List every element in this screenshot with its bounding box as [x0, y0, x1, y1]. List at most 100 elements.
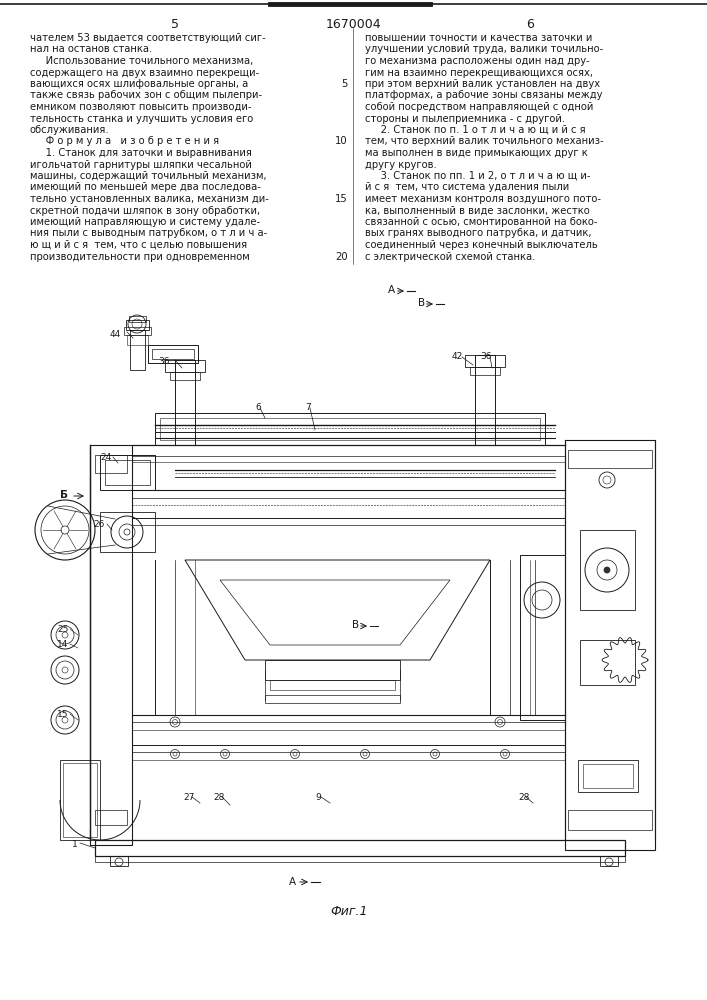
Bar: [152, 349, 194, 359]
Bar: [578, 760, 638, 792]
Text: тельно установленных валика, механизм ди-: тельно установленных валика, механизм ди…: [30, 194, 269, 204]
Bar: [475, 355, 495, 445]
Bar: [95, 810, 127, 825]
Text: 42: 42: [452, 352, 463, 361]
Text: 24: 24: [100, 453, 111, 462]
Text: Ф о р м у л а   и з о б р е т е н и я: Ф о р м у л а и з о б р е т е н и я: [30, 136, 219, 146]
Text: ка, выполненный в виде заслонки, жестко: ка, выполненный в виде заслонки, жестко: [365, 206, 590, 216]
Text: при этом верхний валик установлен на двух: при этом верхний валик установлен на дву…: [365, 79, 600, 89]
Bar: [95, 455, 127, 473]
Bar: [90, 445, 132, 845]
Bar: [580, 640, 635, 685]
Text: 3. Станок по пп. 1 и 2, о т л и ч а ю щ и-: 3. Станок по пп. 1 и 2, о т л и ч а ю щ …: [365, 171, 590, 181]
Text: А: А: [388, 285, 395, 295]
Text: й с я  тем, что система удаления пыли: й с я тем, что система удаления пыли: [365, 182, 569, 192]
Bar: [265, 695, 400, 703]
Text: 44: 44: [110, 330, 121, 339]
Text: производительности при одновременном: производительности при одновременном: [30, 251, 250, 261]
Text: связанной с осью, смонтированной на боко-: связанной с осью, смонтированной на боко…: [365, 217, 597, 227]
Text: 14: 14: [57, 640, 69, 649]
Text: нал на останов станка.: нал на останов станка.: [30, 44, 152, 54]
Bar: [95, 856, 625, 862]
Text: машины, содержащий точильный механизм,: машины, содержащий точильный механизм,: [30, 171, 267, 181]
Text: 6: 6: [526, 18, 534, 31]
Text: стороны и пылеприемника - с другой.: стороны и пылеприемника - с другой.: [365, 113, 565, 123]
Bar: [565, 440, 655, 850]
Text: содержащего на двух взаимно перекрещи-: содержащего на двух взаимно перекрещи-: [30, 68, 259, 78]
Text: В: В: [352, 620, 359, 630]
Text: Использование точильного механизма,: Использование точильного механизма,: [30, 56, 253, 66]
Text: 9: 9: [315, 793, 321, 802]
Text: собой посредством направляющей с одной: собой посредством направляющей с одной: [365, 102, 593, 112]
Bar: [155, 413, 545, 445]
Text: 25: 25: [57, 625, 69, 634]
Bar: [583, 764, 633, 788]
Text: Б: Б: [60, 490, 68, 500]
Text: игольчатой гарнитуры шляпки чесальной: игольчатой гарнитуры шляпки чесальной: [30, 159, 252, 169]
Text: ю щ и й с я  тем, что с целью повышения: ю щ и й с я тем, что с целью повышения: [30, 240, 247, 250]
Text: имеющий направляющую и систему удале-: имеющий направляющую и систему удале-: [30, 217, 260, 227]
Bar: [100, 455, 155, 490]
Text: 6: 6: [255, 403, 261, 412]
Text: ния пыли с выводным патрубком, о т л и ч а-: ния пыли с выводным патрубком, о т л и ч…: [30, 229, 267, 238]
Text: 1: 1: [72, 840, 78, 849]
Text: другу кругов.: другу кругов.: [365, 159, 437, 169]
Bar: [126, 320, 149, 330]
Text: 20: 20: [335, 251, 348, 261]
Text: повышении точности и качества заточки и: повышении точности и качества заточки и: [365, 33, 592, 43]
Bar: [568, 810, 652, 830]
Text: чателем 53 выдается соответствующий сиг-: чателем 53 выдается соответствующий сиг-: [30, 33, 266, 43]
Text: 1670004: 1670004: [325, 18, 381, 31]
Text: 36: 36: [480, 352, 491, 361]
Text: имеющий по меньшей мере два последова-: имеющий по меньшей мере два последова-: [30, 182, 261, 192]
Text: 1. Станок для заточки и выравнивания: 1. Станок для заточки и выравнивания: [30, 148, 252, 158]
Text: Фиг.1: Фиг.1: [330, 905, 368, 918]
Bar: [130, 330, 145, 370]
Bar: [127, 335, 148, 345]
Text: с электрической схемой станка.: с электрической схемой станка.: [365, 251, 535, 261]
Bar: [160, 418, 540, 440]
Text: 28: 28: [518, 793, 530, 802]
Bar: [129, 316, 146, 322]
Bar: [100, 512, 155, 552]
Text: емником позволяют повысить производи-: емником позволяют повысить производи-: [30, 102, 252, 112]
Text: 5: 5: [341, 79, 348, 89]
Text: 27: 27: [183, 793, 194, 802]
Bar: [124, 327, 151, 335]
Text: также связь рабочих зон с общим пылепри-: также связь рабочих зон с общим пылепри-: [30, 91, 262, 101]
Bar: [60, 760, 100, 840]
Text: вых гранях выводного патрубка, и датчик,: вых гранях выводного патрубка, и датчик,: [365, 229, 592, 238]
Text: улучшении условий труда, валики точильно-: улучшении условий труда, валики точильно…: [365, 44, 603, 54]
Text: скретной подачи шляпок в зону обработки,: скретной подачи шляпок в зону обработки,: [30, 206, 260, 216]
Bar: [175, 360, 195, 445]
Bar: [580, 530, 635, 610]
Bar: [170, 372, 200, 380]
Text: 5: 5: [171, 18, 179, 31]
Text: В: В: [418, 298, 425, 308]
Text: 15: 15: [335, 194, 348, 204]
Text: тем, что верхний валик точильного механиз-: тем, что верхний валик точильного механи…: [365, 136, 604, 146]
Bar: [148, 345, 198, 363]
Text: платформах, а рабочие зоны связаны между: платформах, а рабочие зоны связаны между: [365, 91, 602, 101]
Text: 7: 7: [305, 403, 311, 412]
Text: ма выполнен в виде примыкающих друг к: ма выполнен в виде примыкающих друг к: [365, 148, 588, 158]
Text: 28: 28: [213, 793, 224, 802]
Text: гим на взаимно перекрещивающихся осях,: гим на взаимно перекрещивающихся осях,: [365, 68, 593, 78]
Bar: [465, 355, 505, 367]
Text: имеет механизм контроля воздушного пото-: имеет механизм контроля воздушного пото-: [365, 194, 601, 204]
Text: 15: 15: [57, 710, 69, 719]
Text: го механизма расположены один над дру-: го механизма расположены один над дру-: [365, 56, 590, 66]
Bar: [600, 856, 618, 866]
Bar: [568, 450, 652, 468]
Text: А: А: [289, 877, 296, 887]
Text: 26: 26: [93, 520, 105, 529]
Bar: [110, 856, 128, 866]
Text: 36: 36: [158, 357, 170, 366]
Bar: [63, 763, 97, 837]
Bar: [520, 555, 565, 720]
Text: 10: 10: [335, 136, 348, 146]
Text: вающихся осях шлифовальные органы, а: вающихся осях шлифовальные органы, а: [30, 79, 248, 89]
Text: обслуживания.: обслуживания.: [30, 125, 110, 135]
Bar: [265, 660, 400, 680]
Text: 2. Станок по п. 1 о т л и ч а ю щ и й с я: 2. Станок по п. 1 о т л и ч а ю щ и й с …: [365, 125, 585, 135]
